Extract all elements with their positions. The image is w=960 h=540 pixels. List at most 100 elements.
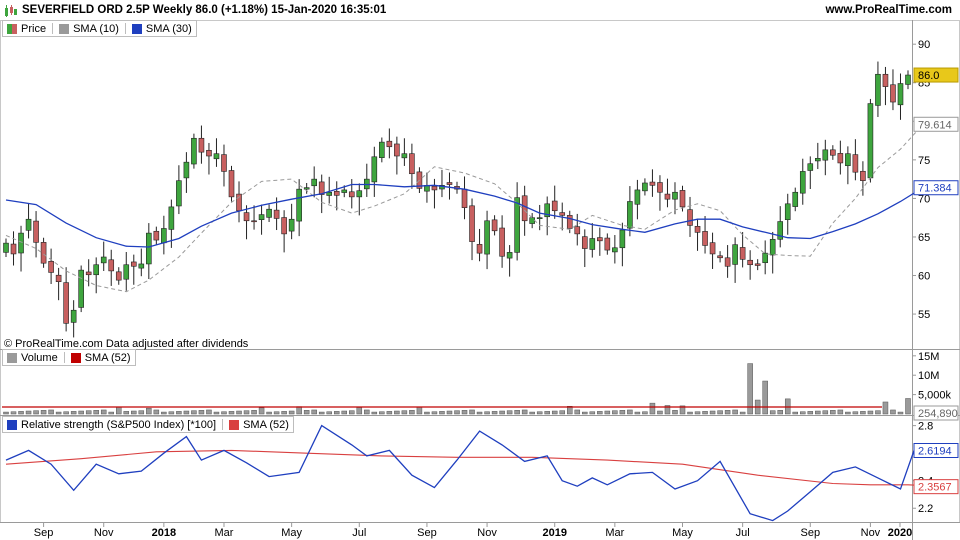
candle-body — [604, 237, 611, 251]
volume-bar — [484, 411, 490, 415]
volume-tick-label: 15M — [918, 351, 939, 363]
candle-body — [747, 259, 753, 266]
rs-badge: 2.6194 — [913, 442, 959, 458]
site-label[interactable]: www.ProRealTime.com — [825, 4, 952, 16]
candle-body — [356, 190, 363, 198]
volume-bar — [679, 405, 686, 415]
candle-body — [476, 244, 483, 254]
candle — [146, 223, 152, 279]
volume-bar — [890, 409, 896, 415]
candle — [890, 69, 896, 111]
candle — [860, 161, 866, 196]
candle — [672, 182, 678, 215]
volume-sma-badge: 254,890 — [913, 405, 959, 421]
legend-price-label: Price — [21, 22, 47, 35]
volume-bar — [401, 410, 408, 415]
legend-volume-label: Volume — [21, 351, 58, 364]
sma30-line — [5, 183, 924, 248]
rs-sma-badge: 2.3567 — [913, 479, 959, 495]
y-tick-label: 90 — [918, 39, 930, 51]
candle — [506, 245, 513, 277]
volume-bar — [860, 411, 866, 415]
candle — [379, 137, 385, 163]
volume-bar — [40, 410, 47, 415]
price-legend[interactable]: Price SMA (10) SMA (30) — [2, 20, 197, 37]
volume-bar — [807, 411, 814, 415]
candle-body — [717, 255, 723, 259]
candle-body — [85, 271, 92, 276]
candle — [10, 231, 17, 266]
price-candles — [3, 61, 911, 338]
candle — [469, 198, 475, 261]
candle-body — [619, 229, 626, 249]
candle — [356, 183, 363, 216]
candle-body — [379, 141, 385, 158]
candle-body — [822, 149, 829, 161]
candle — [183, 152, 190, 193]
rs-sma-badge-text: 2.3567 — [918, 482, 952, 494]
candle — [85, 259, 92, 287]
legend-divider — [63, 352, 65, 363]
candle — [93, 257, 99, 294]
candle — [288, 203, 295, 240]
candle — [544, 196, 551, 236]
candle-body — [213, 153, 220, 160]
last-price-badge-text: 86.0 — [918, 70, 939, 82]
vol-sma-swatch — [70, 352, 81, 363]
candle-body — [431, 185, 438, 191]
candle — [394, 136, 400, 175]
volume-bar — [469, 409, 475, 415]
candle — [694, 218, 701, 251]
volume-bar — [206, 409, 212, 415]
candle-body — [679, 190, 686, 208]
x-tick-label: Nov — [861, 527, 881, 539]
volume-bar — [461, 410, 468, 415]
volume-bar — [296, 406, 302, 415]
candle — [161, 215, 167, 255]
candle — [25, 203, 32, 239]
rs-legend[interactable]: Relative strength (S&P500 Index) [*100] … — [2, 416, 294, 433]
volume-bar — [724, 410, 731, 415]
candle — [409, 143, 415, 189]
x-tick-label: 2020 — [888, 527, 912, 539]
candle — [491, 215, 498, 236]
candle — [589, 223, 596, 258]
candle-body — [514, 197, 520, 253]
candle-body — [78, 269, 84, 308]
candle — [138, 248, 145, 277]
candle — [754, 259, 761, 271]
volume-bar — [93, 410, 99, 415]
candle-body — [890, 84, 896, 103]
volume-bar — [70, 411, 77, 415]
candle-body — [333, 191, 340, 196]
volume-bar — [732, 409, 738, 415]
candle — [845, 146, 851, 185]
volume-bar — [642, 411, 648, 415]
candle-body — [702, 231, 708, 246]
volume-bar — [228, 411, 235, 415]
candle-body — [664, 193, 671, 200]
legend-divider — [124, 23, 126, 34]
volume-bar — [439, 411, 445, 415]
volume-legend[interactable]: Volume SMA (52) — [2, 349, 136, 366]
sma10-badge-text: 79.614 — [918, 119, 952, 131]
candle-body — [409, 153, 415, 175]
candle-body — [221, 154, 227, 172]
volume-tick-label: 5,000k — [918, 390, 952, 402]
volume-bar — [597, 411, 603, 415]
candle-body — [521, 195, 528, 222]
candle-body — [341, 189, 348, 193]
candle-body — [732, 244, 738, 265]
volume-bar — [905, 398, 911, 415]
candle — [476, 228, 483, 262]
candle-body — [243, 212, 250, 222]
candle-body — [48, 261, 54, 273]
candle — [867, 98, 874, 183]
candle — [799, 158, 806, 205]
candle-body — [642, 182, 648, 192]
rs-badge-box — [913, 442, 959, 458]
volume-bar — [694, 411, 701, 415]
candle-body — [649, 181, 656, 186]
candle — [431, 178, 438, 209]
rs-sma-line — [5, 449, 939, 487]
